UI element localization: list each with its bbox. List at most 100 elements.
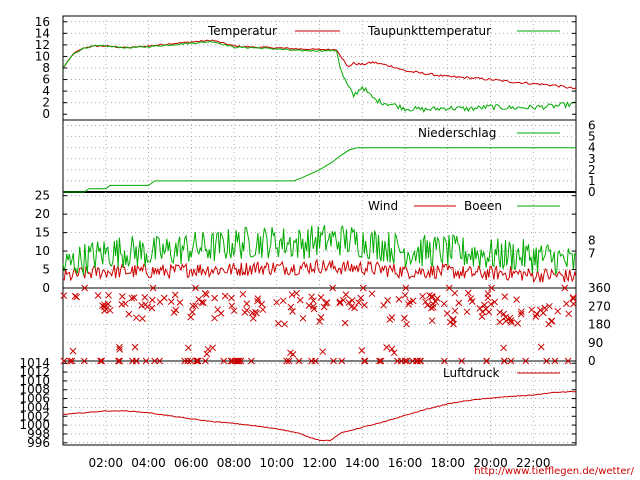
y-tick-label-pressure: 1000: [19, 418, 50, 432]
wind-direction-point: [468, 298, 476, 305]
series-line-boeen: [62, 225, 577, 276]
wind-direction-point: [289, 351, 297, 358]
wind-direction-point: [500, 310, 508, 318]
wind-direction-point: [148, 304, 156, 312]
wind-direction-point: [405, 300, 412, 308]
wind-direction-point: [361, 357, 369, 365]
wind-direction-point: [285, 357, 293, 365]
y-tick-label-wind: 0: [42, 281, 50, 295]
wind-direction-point: [323, 299, 331, 306]
wind-direction-point: [101, 307, 108, 314]
y-tick-label-temp: 14: [35, 26, 50, 40]
wind-direction-point: [97, 357, 104, 365]
series-line-temperatur: [62, 39, 577, 90]
wind-direction-point: [401, 357, 409, 365]
wind-direction-point: [401, 314, 408, 322]
wind-direction-point: [220, 357, 228, 365]
wind-direction-point: [69, 347, 77, 355]
y-tick-label-pressure: 1008: [19, 383, 50, 397]
tick-labels: 0246810121416012345605101520257809018027…: [19, 15, 610, 470]
y-tick-label-pressure: 1004: [19, 400, 50, 414]
wind-direction-point: [192, 284, 199, 292]
wind-direction-point: [181, 357, 189, 365]
legend-boeen: Boeen: [464, 199, 560, 213]
wind-direction-point: [342, 291, 350, 298]
wind-direction-point: [445, 284, 453, 292]
wind-direction-point: [485, 308, 493, 316]
x-tick-label: 10:00: [259, 456, 294, 470]
y-tick-label-temp: 12: [35, 38, 50, 52]
wind-direction-point: [125, 310, 133, 318]
wind-direction-point: [203, 291, 210, 298]
wind-direction-point: [508, 319, 515, 326]
wind-direction-point: [283, 357, 291, 365]
wind-direction-point: [176, 299, 184, 306]
series-line-taupunkt: [62, 40, 577, 113]
y-tick-label-temp: 8: [42, 61, 50, 75]
wind-direction-point: [422, 298, 429, 306]
wind-direction-point: [388, 314, 396, 321]
legend-niederschlag: Niederschlag: [418, 126, 560, 140]
wind-direction-point: [443, 310, 451, 317]
wind-direction-point: [441, 357, 448, 365]
wind-direction-point: [228, 294, 235, 302]
y-tick-label-right-rain: 3: [588, 152, 596, 166]
wind-direction-point: [341, 319, 349, 327]
x-tick-label: 16:00: [388, 456, 423, 470]
wind-direction-point: [171, 291, 179, 299]
y-tick-label-pressure: 998: [27, 427, 50, 441]
wind-direction-point: [528, 306, 536, 314]
wind-direction-point: [565, 310, 573, 318]
wind-direction-point: [305, 302, 313, 309]
x-tick-label: 02:00: [88, 456, 123, 470]
wind-direction-point: [193, 357, 200, 365]
wind-direction-point: [296, 296, 304, 304]
x-tick-label: 14:00: [345, 456, 380, 470]
wind-direction-point: [487, 300, 495, 308]
wind-direction-point: [194, 357, 201, 365]
wind-direction-point: [463, 308, 471, 316]
wind-direction-point: [402, 284, 410, 292]
y-tick-label-right-dir: 180: [588, 318, 611, 332]
x-tick-label: 18:00: [430, 456, 465, 470]
x-tick-label: 04:00: [131, 456, 166, 470]
wind-direction-point: [543, 357, 550, 365]
y-tick-label-temp: 0: [42, 107, 50, 121]
wind-direction-point: [533, 310, 541, 318]
x-tick-label: 20:00: [473, 456, 508, 470]
wind-direction-point: [211, 294, 218, 302]
wind-direction-point: [476, 305, 484, 312]
wind-direction-point: [361, 301, 368, 309]
wind-direction-point: [429, 303, 437, 311]
x-tick-label: 22:00: [516, 456, 551, 470]
y-tick-label-right-rain: 6: [588, 119, 596, 133]
wind-direction-point: [299, 314, 307, 322]
wind-direction-point: [68, 357, 76, 365]
wind-direction-point: [254, 295, 262, 302]
wind-direction-point: [491, 298, 498, 306]
wind-direction-point: [339, 296, 347, 304]
wind-direction-point: [546, 302, 553, 310]
wind-direction-point: [148, 296, 156, 304]
wind-direction-point: [131, 343, 139, 351]
legend-niederschlag-label: Niederschlag: [418, 126, 496, 140]
wind-direction-point: [312, 357, 319, 365]
wind-direction-point: [522, 357, 530, 365]
wind-direction-point: [458, 357, 466, 365]
wind-direction-point: [564, 357, 572, 365]
wind-direction-point: [464, 289, 472, 297]
wind-direction-point: [451, 307, 459, 315]
wind-direction-point: [496, 308, 504, 316]
y-tick-label-wind: 15: [35, 226, 50, 240]
y-tick-label-wind: 25: [35, 189, 50, 203]
wind-direction-point: [187, 357, 195, 365]
wind-direction-point: [187, 313, 195, 321]
wind-direction-point: [248, 357, 255, 365]
wind-direction-point: [234, 357, 242, 365]
wind-direction-point: [289, 308, 296, 315]
wind-direction-point: [507, 357, 515, 365]
wind-direction-point: [198, 299, 206, 306]
y-tick-label-right-rain: 1: [588, 174, 596, 188]
y-tick-label-pressure: 1010: [19, 374, 50, 388]
y-tick-label-right-wind: 7: [588, 246, 596, 260]
